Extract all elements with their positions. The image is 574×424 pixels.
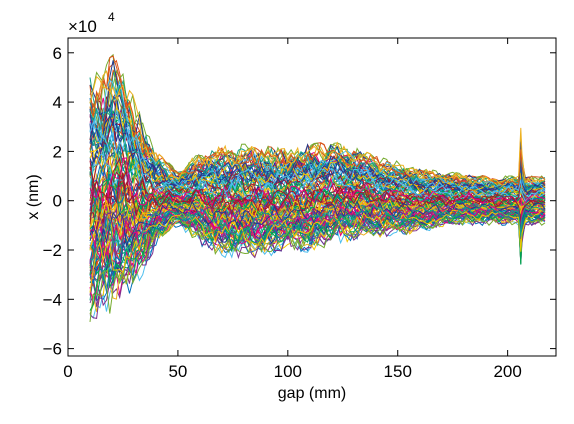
series-line [89,210,546,292]
x-axis-label: gap (mm) [278,385,346,402]
y-tick-label: 4 [53,93,62,112]
plot-frame [67,37,557,357]
y-tick-label: −4 [43,290,62,309]
series-line [89,153,546,203]
series-layer [89,53,546,322]
series-line [89,164,546,212]
x-tick-label: 0 [63,362,72,381]
series-line [89,170,546,225]
x-tick-label: 50 [168,362,187,381]
x-tick-label: 150 [384,362,412,381]
x-tick-label: 100 [274,362,302,381]
series-line [89,70,546,187]
y-tick-label: 0 [53,192,62,211]
x-tick-label: 200 [493,362,521,381]
series-line [89,119,546,198]
series-line [89,84,546,191]
y-tick-label: −2 [43,241,62,260]
y-tick-label: −6 [43,340,62,359]
series-line [89,208,546,293]
series-line [89,157,546,211]
y-multiplier-base: ×10 [68,17,97,36]
ticks-layer: 0 50 100 150 200 −6 −4 −2 0 2 4 6 [43,38,556,381]
y-axis-label: x (nm) [25,174,42,219]
series-line [89,214,546,315]
series-line [89,198,546,241]
series-line [89,203,546,272]
series-line [89,198,546,251]
y-tick-label: 2 [53,142,62,161]
y-multiplier-exponent: 4 [108,10,115,24]
series-line [89,75,546,186]
series-line [89,207,546,275]
series-line [89,199,546,251]
series-line [89,106,546,194]
series-line [89,55,546,186]
series-line [89,204,546,268]
series-line [89,156,546,211]
y-tick-label: 6 [53,44,62,63]
